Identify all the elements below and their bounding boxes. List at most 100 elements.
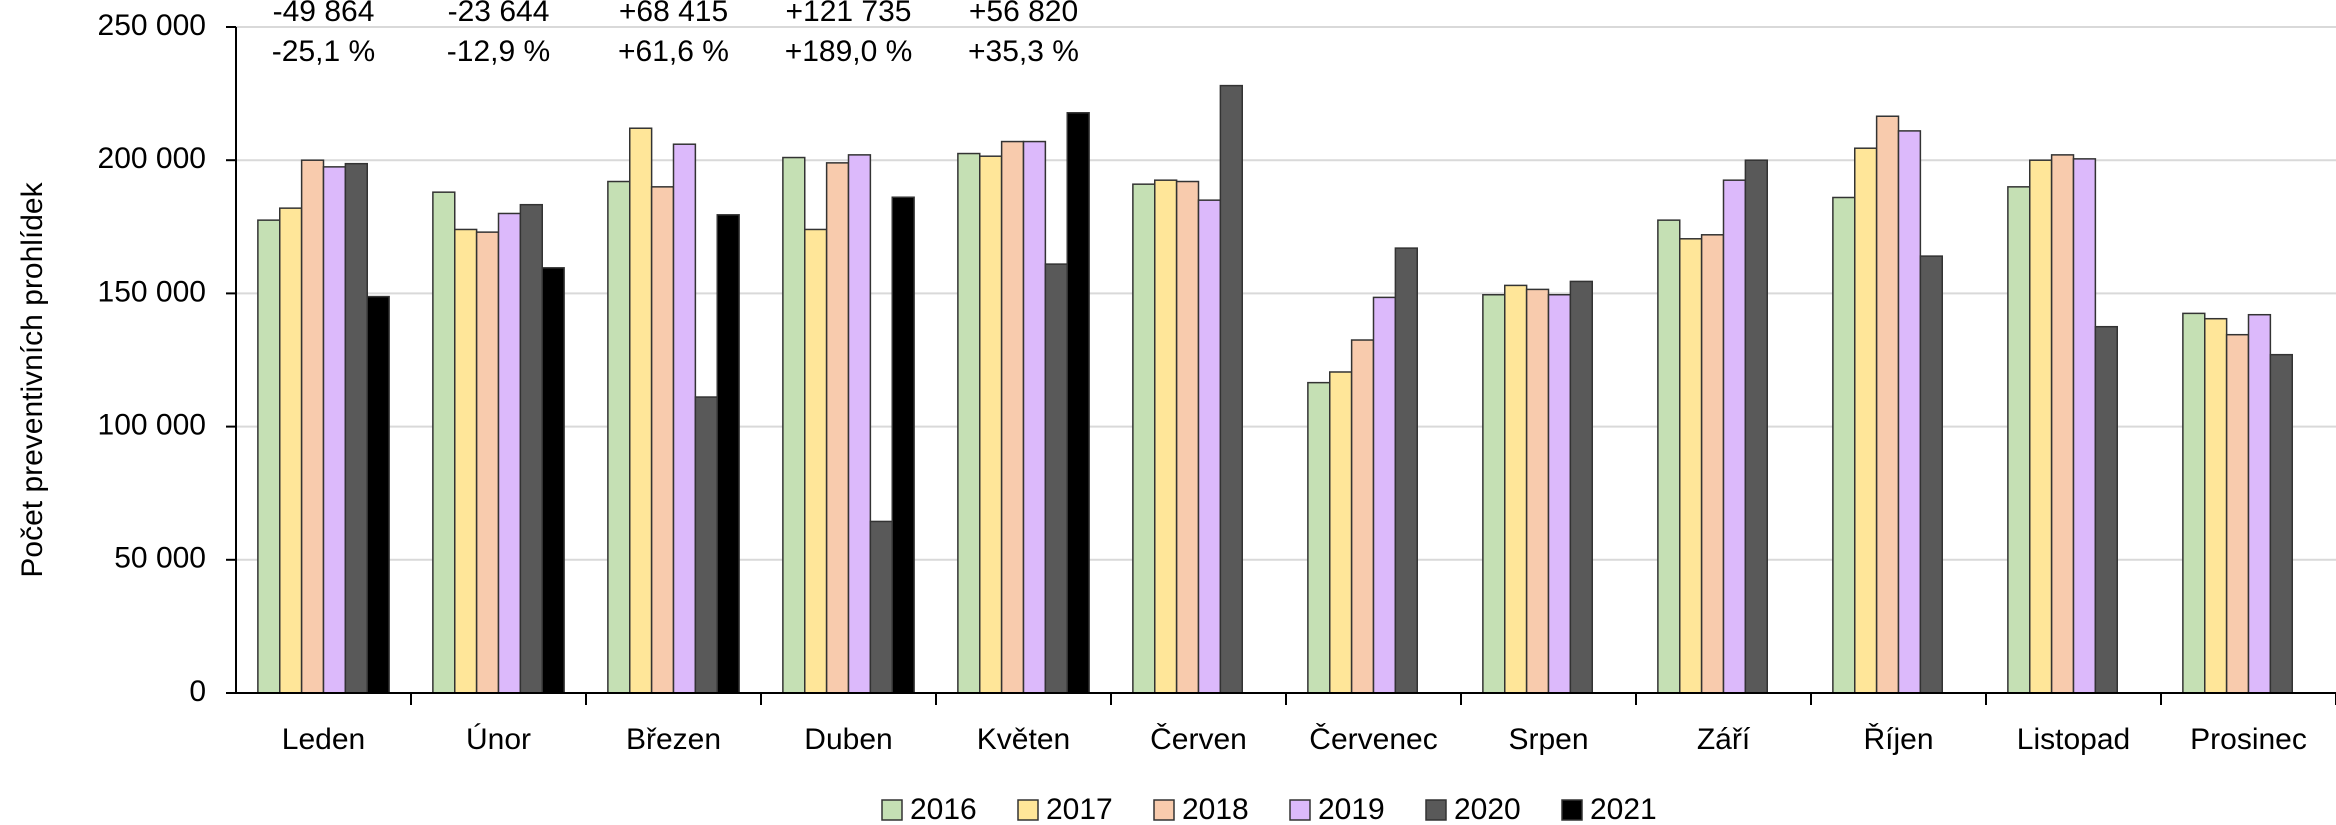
x-tick-label: Říjen [1863,723,1933,756]
bar [2072,158,2097,694]
x-tick-label: Únor [466,723,531,756]
bar [782,156,806,694]
bar [2182,312,2206,694]
bar [475,231,500,694]
legend-label: 2019 [1318,793,1385,825]
bar [1919,255,1943,694]
bar [869,520,893,694]
bar [300,159,325,694]
bar [2094,325,2118,694]
bar [650,186,675,694]
bar [1132,183,1156,694]
bar [1394,247,1418,694]
legend-swatch [1017,799,1039,821]
bar [1832,196,1856,694]
bar [2029,159,2053,694]
bar [279,207,303,694]
x-tick-label: Září [1697,723,1751,756]
bar [1569,280,1593,694]
bar [322,166,347,694]
x-tick-label: Březen [626,723,721,756]
bar [1197,199,1222,694]
bar [804,228,828,694]
legend-label: 2021 [1590,793,1657,825]
x-tick-label: Květen [977,723,1070,756]
y-tick-label: 50 000 [114,542,206,575]
bar [454,228,478,694]
bar [1000,140,1025,694]
bar [1854,147,1878,694]
y-tick-label: 0 [189,675,206,708]
bar [2269,353,2293,694]
bar [957,152,981,694]
annotation-change: +121 735 [786,0,912,28]
bar [2204,317,2228,694]
annotation-change: -23 644 [448,0,550,28]
bar [1329,371,1353,694]
legend-label: 2017 [1046,793,1113,825]
annotation-percent: +189,0 % [785,35,913,68]
x-tick-label: Prosinec [2190,723,2307,756]
bar [607,180,631,694]
legend-swatch [1289,799,1311,821]
bar [716,214,740,694]
bar [1372,296,1397,694]
bar [432,191,456,694]
bar [1875,115,1900,694]
bar [2050,154,2075,694]
bar [979,155,1003,694]
bar [2225,333,2250,694]
bar [2247,313,2272,694]
bar [891,196,915,694]
bar [1022,140,1047,694]
annotation-percent: -25,1 % [272,35,375,68]
bar [1897,130,1922,694]
bar [1175,180,1200,694]
bar [825,162,850,694]
bar [366,295,390,694]
legend-swatch [881,799,903,821]
bar [1154,179,1178,694]
annotation-percent: +35,3 % [968,35,1079,68]
y-tick-label: 200 000 [98,142,206,175]
x-tick-label: Červen [1150,722,1247,756]
legend-swatch [1425,799,1447,821]
legend-label: 2018 [1182,793,1249,825]
bar [1525,288,1550,694]
x-tick-label: Srpen [1508,723,1588,756]
bar [519,203,543,694]
y-tick-label: 100 000 [98,409,206,442]
bar [257,219,281,694]
bar [1307,381,1331,694]
bar [1657,219,1681,694]
x-tick-label: Leden [282,723,365,756]
bar [1722,179,1747,694]
annotation-percent: -12,9 % [447,35,550,68]
bar [629,127,653,694]
y-axis-label: Počet preventivních prohlídek [16,181,49,577]
bar [1066,112,1090,694]
bar [344,162,368,694]
legend-label: 2016 [910,793,977,825]
bar [541,267,565,694]
bar [497,212,522,694]
bar [1219,84,1243,694]
bar [672,143,697,694]
x-tick-label: Listopad [2017,723,2130,756]
x-tick-label: Červenec [1309,722,1437,756]
legend-label: 2020 [1454,793,1521,825]
annotation-change: +56 820 [969,0,1078,28]
bar [1044,263,1068,694]
bar [1679,238,1703,694]
x-tick-label: Duben [804,723,892,756]
legend-swatch [1153,799,1175,821]
annotation-percent: +61,6 % [618,35,729,68]
y-tick-label: 150 000 [98,275,206,308]
bar [847,154,872,694]
bar [1700,234,1725,694]
bar [2007,186,2031,694]
bar [694,396,718,694]
bar [1744,159,1768,694]
bar [1350,339,1375,694]
